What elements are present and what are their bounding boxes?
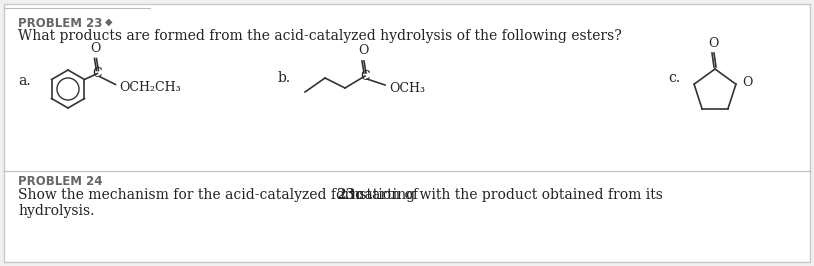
Text: PROBLEM 24: PROBLEM 24 bbox=[18, 175, 103, 188]
Text: 23c: 23c bbox=[336, 188, 364, 202]
Text: a.: a. bbox=[18, 74, 31, 88]
Text: c.: c. bbox=[668, 71, 681, 85]
Text: hydrolysis.: hydrolysis. bbox=[18, 204, 94, 218]
Text: O: O bbox=[742, 76, 752, 89]
Text: b.: b. bbox=[278, 71, 291, 85]
Text: Show the mechanism for the acid-catalyzed formation of: Show the mechanism for the acid-catalyze… bbox=[18, 188, 422, 202]
Text: O: O bbox=[708, 37, 718, 50]
Text: ◆: ◆ bbox=[105, 17, 112, 27]
Text: OCH₃: OCH₃ bbox=[389, 81, 425, 94]
Text: starting with the product obtained from its: starting with the product obtained from … bbox=[355, 188, 663, 202]
Text: C: C bbox=[93, 67, 103, 80]
Text: PROBLEM 23: PROBLEM 23 bbox=[18, 17, 103, 30]
FancyBboxPatch shape bbox=[4, 4, 810, 262]
Text: What products are formed from the acid-catalyzed hydrolysis of the following est: What products are formed from the acid-c… bbox=[18, 29, 622, 43]
Text: O: O bbox=[358, 44, 368, 57]
Text: C: C bbox=[360, 69, 370, 82]
Text: OCH₂CH₃: OCH₂CH₃ bbox=[120, 81, 181, 94]
Text: O: O bbox=[90, 41, 101, 55]
